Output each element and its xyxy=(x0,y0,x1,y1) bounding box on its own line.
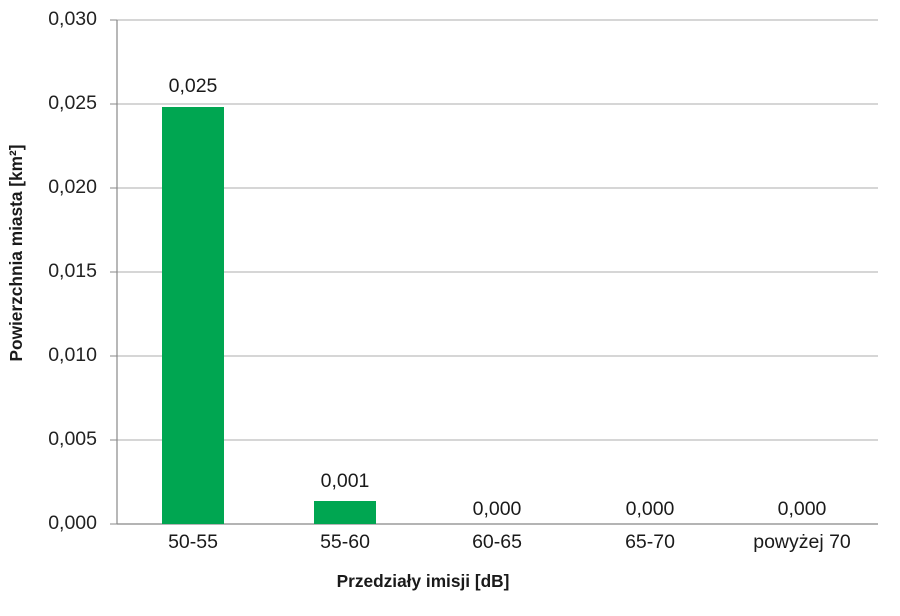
svg-text:0,000: 0,000 xyxy=(778,498,827,520)
svg-text:0,001: 0,001 xyxy=(321,470,370,492)
svg-text:0,005: 0,005 xyxy=(48,428,97,450)
svg-text:0,000: 0,000 xyxy=(48,512,97,534)
svg-text:0,010: 0,010 xyxy=(48,344,97,366)
svg-text:powyżej 70: powyżej 70 xyxy=(753,531,851,553)
svg-text:0,020: 0,020 xyxy=(48,176,97,198)
svg-text:0,025: 0,025 xyxy=(169,75,218,97)
svg-text:Przedziały imisji [dB]: Przedziały imisji [dB] xyxy=(337,571,510,591)
svg-text:0,000: 0,000 xyxy=(626,498,675,520)
svg-text:60-65: 60-65 xyxy=(472,531,522,553)
svg-text:0,000: 0,000 xyxy=(473,498,522,520)
svg-text:0,030: 0,030 xyxy=(48,8,97,30)
svg-text:50-55: 50-55 xyxy=(168,531,218,553)
svg-text:65-70: 65-70 xyxy=(625,531,675,553)
svg-text:0,025: 0,025 xyxy=(48,92,97,114)
svg-text:0,015: 0,015 xyxy=(48,260,97,282)
svg-text:Powierzchnia miasta [km²]: Powierzchnia miasta [km²] xyxy=(6,144,26,361)
svg-text:55-60: 55-60 xyxy=(320,531,370,553)
